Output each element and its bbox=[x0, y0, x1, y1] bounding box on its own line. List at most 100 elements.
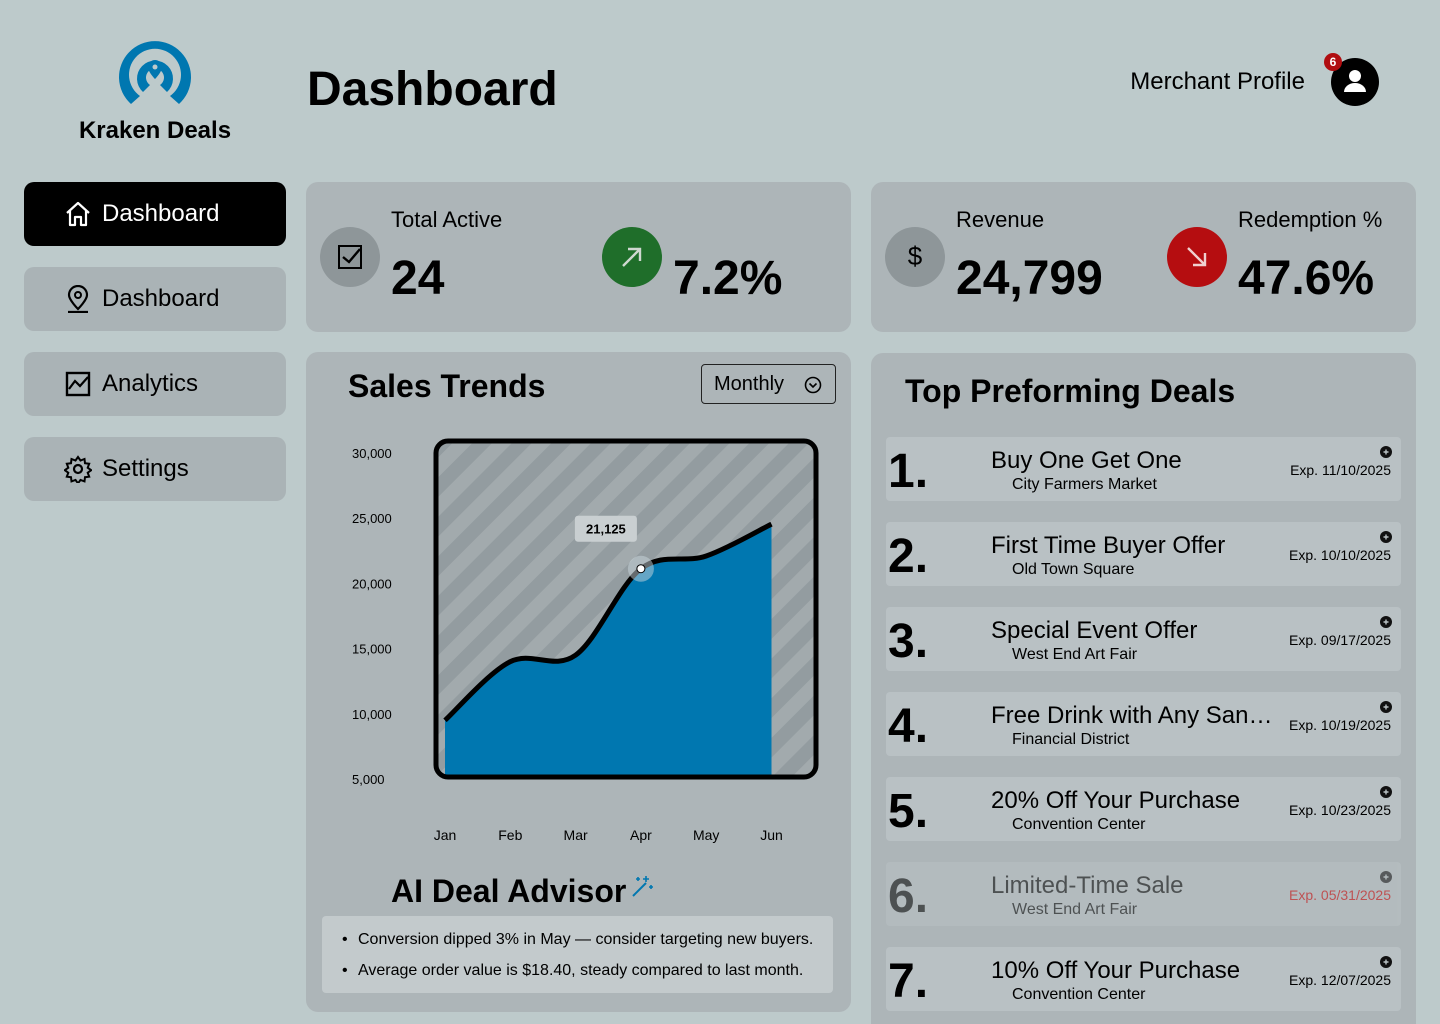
deal-expiry: Exp. 12/07/2025 bbox=[1289, 972, 1391, 988]
deal-menu-icon bbox=[1380, 786, 1392, 798]
area-line bbox=[443, 521, 773, 723]
sparkle-icon bbox=[632, 876, 653, 897]
deal-rank: 3. bbox=[888, 615, 929, 668]
deals-title: Top Preforming Deals bbox=[905, 373, 1236, 409]
nav-icon bbox=[67, 285, 89, 313]
deal-expiry: Exp. 11/10/2025 bbox=[1290, 462, 1391, 478]
deal-rank: 7. bbox=[888, 955, 929, 1008]
y-tick-label: 25,000 bbox=[352, 511, 392, 526]
x-tick-label: May bbox=[693, 827, 719, 843]
deal-menu-icon bbox=[1380, 871, 1392, 883]
stat-label: Revenue bbox=[956, 207, 1045, 232]
plot-frame bbox=[433, 438, 819, 780]
stat-icon bbox=[602, 227, 662, 287]
stat-value: 24 bbox=[391, 252, 445, 305]
advisor-box bbox=[322, 916, 833, 993]
tooltip-label: 21,125 bbox=[586, 522, 626, 537]
deal-row[interactable]: 3. Special Event Offer West End Art Fair Ex… bbox=[886, 607, 1401, 671]
deal-row[interactable]: 7. 10% Off Your Purchase Convention Center… bbox=[886, 947, 1401, 1011]
stat-value: 24,799 bbox=[956, 252, 1103, 305]
deal-location: Financial District bbox=[1012, 731, 1130, 748]
tip-text: Average order value is $18.40, steady co… bbox=[358, 962, 804, 979]
stats-card bbox=[306, 182, 851, 332]
y-tick-label: 5,000 bbox=[352, 772, 385, 787]
x-tick-label: Jun bbox=[760, 827, 783, 843]
deal-menu-icon bbox=[1380, 956, 1392, 968]
stat-icon bbox=[320, 227, 380, 287]
deal-location: West End Art Fair bbox=[1012, 646, 1138, 663]
deal-rank: 2. bbox=[888, 530, 929, 583]
point bbox=[636, 564, 646, 574]
advisor-title: AI Deal Advisor bbox=[391, 873, 627, 909]
x-tick-label: Apr bbox=[630, 827, 652, 843]
page-title: Dashboard bbox=[307, 63, 558, 116]
deal-title: 20% Off Your Purchase bbox=[991, 789, 1241, 813]
tip-text: Conversion dipped 3% in May — consider t… bbox=[358, 931, 814, 948]
tip-bullet: • bbox=[342, 962, 348, 979]
nav-item[interactable]: Settings bbox=[24, 437, 286, 501]
x-tick-label: Feb bbox=[498, 827, 522, 843]
deal-rank: 1. bbox=[888, 445, 929, 498]
deal-menu-icon bbox=[1380, 616, 1392, 628]
deal-expiry: Exp. 10/23/2025 bbox=[1289, 802, 1391, 818]
deal-location: Old Town Square bbox=[1012, 561, 1135, 578]
profile-link[interactable]: Merchant Profile bbox=[1130, 68, 1305, 95]
deal-menu-icon bbox=[1380, 701, 1392, 713]
deal-title: Free Drink with Any San… bbox=[991, 704, 1273, 728]
svg-text:$: $ bbox=[908, 241, 923, 271]
notification-count: 6 bbox=[1329, 55, 1337, 69]
deal-row[interactable]: 5. 20% Off Your Purchase Convention Center… bbox=[886, 777, 1401, 841]
period-label: Monthly bbox=[714, 373, 785, 395]
brand-name: Kraken Deals bbox=[78, 117, 232, 144]
x-tick-label: Jan bbox=[434, 827, 457, 843]
deal-location: Convention Center bbox=[1012, 986, 1146, 1003]
deal-title: Buy One Get One bbox=[991, 449, 1182, 473]
nav-label: Analytics bbox=[102, 370, 199, 397]
stat-label: Redemption % bbox=[1238, 207, 1383, 232]
nav-label: Dashboard bbox=[102, 285, 220, 312]
y-tick-label: 20,000 bbox=[352, 576, 392, 591]
deal-row[interactable]: 6. Limited-Time Sale West End Art Fair Exp.… bbox=[886, 862, 1401, 926]
deal-rank: 6. bbox=[888, 870, 929, 923]
stat-icon bbox=[1167, 227, 1227, 287]
chart-title: Sales Trends bbox=[348, 368, 546, 404]
nav-item[interactable]: Dashboard bbox=[24, 267, 286, 331]
y-tick-label: 10,000 bbox=[352, 707, 392, 722]
deal-rank: 5. bbox=[888, 785, 929, 838]
nav-icon bbox=[65, 371, 91, 397]
deal-title: 10% Off Your Purchase bbox=[991, 959, 1241, 983]
period-dropdown[interactable]: Monthly bbox=[701, 364, 836, 404]
nav-label: Settings bbox=[102, 455, 189, 482]
nav-item[interactable]: Analytics bbox=[24, 352, 286, 416]
deal-menu-icon bbox=[1380, 531, 1392, 543]
deal-title: Limited-Time Sale bbox=[991, 874, 1184, 898]
avatar[interactable] bbox=[1320, 50, 1384, 110]
deal-row[interactable]: 1. Buy One Get One City Farmers Market Exp.… bbox=[886, 437, 1401, 501]
tooltip bbox=[574, 515, 637, 542]
logo bbox=[119, 41, 191, 104]
deal-expiry: Exp. 05/31/2025 bbox=[1289, 887, 1391, 903]
deal-rank: 4. bbox=[888, 700, 929, 753]
x-tick-label: Mar bbox=[564, 827, 588, 843]
stat-icon: $ bbox=[885, 227, 945, 287]
deal-location: West End Art Fair bbox=[1012, 901, 1138, 918]
deal-expiry: Exp. 09/17/2025 bbox=[1289, 632, 1391, 648]
nav-label: Dashboard bbox=[102, 200, 220, 227]
stat-value: 7.2% bbox=[673, 252, 783, 305]
deal-location: City Farmers Market bbox=[1012, 476, 1157, 493]
deal-title: First Time Buyer Offer bbox=[991, 534, 1226, 558]
dropdown-icon bbox=[804, 376, 822, 394]
y-tick-label: 15,000 bbox=[352, 642, 392, 657]
deal-menu-icon bbox=[1380, 446, 1392, 458]
area-fill bbox=[445, 524, 772, 777]
deal-row[interactable]: 4. Free Drink with Any San… Financial Dist… bbox=[886, 692, 1401, 756]
nav-item[interactable]: Dashboard bbox=[24, 182, 286, 246]
deal-row[interactable]: 2. First Time Buyer Offer Old Town Square E… bbox=[886, 522, 1401, 586]
deal-title: Special Event Offer bbox=[991, 619, 1198, 643]
stat-value: 47.6% bbox=[1238, 252, 1375, 305]
deal-location: Convention Center bbox=[1012, 816, 1146, 833]
stats-card bbox=[871, 182, 1416, 332]
stat-label: Total Active bbox=[391, 207, 503, 232]
